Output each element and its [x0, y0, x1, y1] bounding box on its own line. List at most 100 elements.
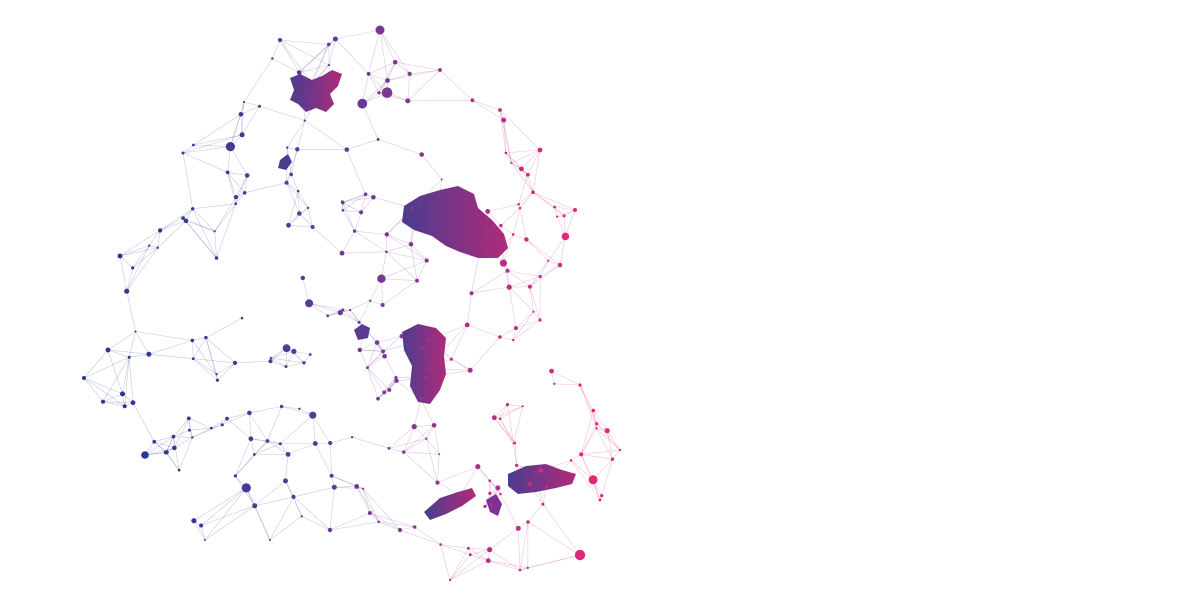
- network-edge: [362, 80, 388, 104]
- network-edge: [349, 309, 360, 323]
- network-node: [397, 527, 403, 533]
- network-edge: [249, 412, 268, 442]
- network-node: [385, 250, 388, 254]
- network-node: [302, 361, 306, 365]
- network-node: [526, 566, 529, 570]
- network-edge: [83, 356, 130, 379]
- network-edge: [226, 418, 252, 440]
- network-node: [588, 475, 598, 485]
- network-edge: [367, 367, 390, 391]
- network-node: [191, 436, 194, 439]
- network-edge: [205, 337, 218, 381]
- network-node: [598, 498, 602, 502]
- network-edge: [281, 406, 313, 416]
- network-node: [411, 424, 417, 430]
- network-edge: [499, 418, 514, 444]
- network-node: [487, 547, 493, 553]
- network-edge: [387, 62, 396, 81]
- network-edge: [441, 324, 468, 352]
- network-edge: [514, 442, 517, 466]
- network-edge: [378, 62, 396, 93]
- network-edge: [513, 443, 517, 466]
- network-edge: [286, 149, 298, 183]
- network-edge: [519, 521, 529, 571]
- network-edge: [529, 260, 549, 287]
- network-edge: [334, 486, 357, 488]
- network-edge: [280, 414, 313, 445]
- network-edge: [298, 44, 330, 73]
- network-edge: [416, 260, 427, 281]
- network-edge: [342, 202, 362, 213]
- network-node: [157, 228, 163, 233]
- network-node: [156, 246, 159, 249]
- network-edge: [315, 443, 332, 476]
- network-edge: [377, 377, 397, 399]
- network-node: [248, 436, 254, 442]
- network-edge: [488, 560, 521, 571]
- network-edge: [388, 438, 427, 449]
- network-edge: [403, 426, 415, 453]
- network-node: [277, 37, 283, 43]
- network-node: [130, 400, 136, 406]
- network-edge: [329, 487, 335, 531]
- network-node: [286, 146, 289, 149]
- network-edge: [507, 404, 514, 444]
- network-edge: [340, 312, 360, 323]
- network-edge: [527, 174, 534, 193]
- network-node: [225, 416, 229, 421]
- network-edge: [185, 220, 217, 259]
- network-node: [387, 388, 392, 392]
- network-edge: [580, 423, 597, 455]
- network-edge: [388, 426, 415, 449]
- network-edge: [377, 335, 402, 343]
- network-node: [350, 436, 354, 439]
- network-edge: [354, 230, 387, 253]
- network-edge: [174, 437, 193, 449]
- network-edge: [494, 404, 508, 418]
- network-edge: [539, 260, 549, 277]
- network-edge: [512, 207, 521, 235]
- network-edge: [148, 340, 193, 355]
- network-node: [341, 209, 345, 212]
- network-node: [204, 539, 206, 541]
- network-edge: [489, 528, 519, 550]
- network-edge: [499, 405, 523, 420]
- network-node: [410, 206, 414, 210]
- network-edge: [244, 182, 287, 194]
- network-edge: [606, 430, 613, 460]
- network-node: [557, 262, 563, 268]
- network-edge: [527, 521, 581, 556]
- network-node: [501, 117, 507, 123]
- network-edge: [505, 152, 512, 164]
- network-edge: [230, 101, 245, 147]
- network-edge: [157, 230, 161, 248]
- network-node: [186, 416, 191, 421]
- network-edge: [403, 451, 440, 455]
- network-edge: [599, 459, 613, 501]
- network-edge: [449, 549, 490, 581]
- network-edge: [384, 356, 397, 378]
- network-edge: [341, 230, 355, 254]
- network-edge: [378, 521, 401, 531]
- network-edge: [173, 429, 190, 437]
- network-edge: [499, 404, 508, 419]
- network-node: [295, 147, 300, 152]
- network-edge: [354, 212, 362, 232]
- network-edge: [370, 300, 383, 306]
- network-node: [258, 104, 261, 108]
- network-edge: [102, 393, 123, 402]
- network-edge: [556, 209, 576, 217]
- network-node: [312, 441, 318, 446]
- network-edge: [499, 109, 507, 153]
- network-edge: [270, 360, 287, 367]
- network-node: [506, 284, 512, 290]
- network-node: [562, 214, 566, 218]
- network-node: [309, 411, 317, 419]
- network-edge: [437, 454, 440, 483]
- network-edge: [471, 270, 508, 294]
- network-edge: [346, 139, 379, 150]
- network-edge: [235, 175, 248, 204]
- network-edge: [499, 327, 517, 338]
- network-node: [499, 259, 507, 267]
